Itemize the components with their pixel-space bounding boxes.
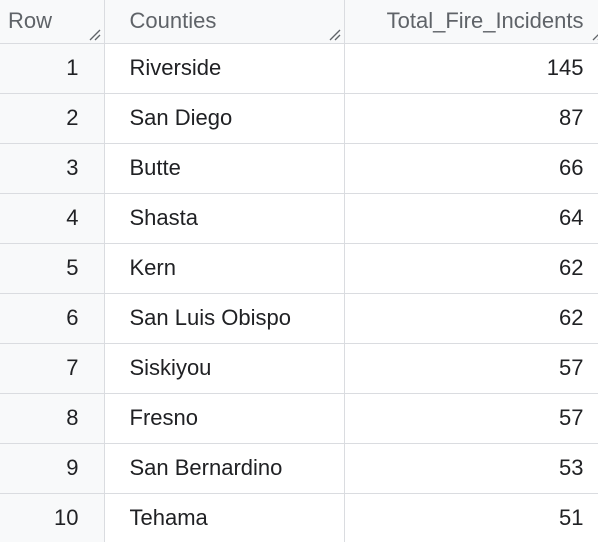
total-cell[interactable]: 145 <box>343 42 598 94</box>
table-row: 6 San Luis Obispo 62 <box>0 292 598 344</box>
column-header-counties-label: Counties <box>129 8 217 34</box>
row-number: 5 <box>0 242 105 294</box>
county-cell[interactable]: Kern <box>103 242 345 294</box>
column-resize-handle-icon[interactable] <box>590 27 598 41</box>
total-cell[interactable]: 87 <box>343 92 598 144</box>
total-cell[interactable]: 64 <box>343 192 598 244</box>
row-number: 4 <box>0 192 105 244</box>
header-row: Row Counties Total_Fire_Incidents <box>0 0 598 44</box>
row-number: 8 <box>0 392 105 444</box>
total-cell[interactable]: 62 <box>343 242 598 294</box>
column-header-row[interactable]: Row <box>0 0 105 44</box>
row-number: 1 <box>0 42 105 94</box>
row-number: 2 <box>0 92 105 144</box>
county-cell[interactable]: Siskiyou <box>103 342 345 394</box>
total-cell[interactable]: 66 <box>343 142 598 194</box>
county-cell[interactable]: San Diego <box>103 92 345 144</box>
county-cell[interactable]: San Bernardino <box>103 442 345 494</box>
table-row: 1 Riverside 145 <box>0 42 598 94</box>
total-cell[interactable]: 51 <box>343 492 598 542</box>
row-number: 6 <box>0 292 105 344</box>
column-header-total-label: Total_Fire_Incidents <box>386 8 584 34</box>
total-cell[interactable]: 62 <box>343 292 598 344</box>
county-cell[interactable]: Butte <box>103 142 345 194</box>
total-cell[interactable]: 53 <box>343 442 598 494</box>
table-row: 5 Kern 62 <box>0 242 598 294</box>
county-cell[interactable]: San Luis Obispo <box>103 292 345 344</box>
table-row: 10 Tehama 51 <box>0 492 598 542</box>
table-row: 2 San Diego 87 <box>0 92 598 144</box>
column-header-row-label: Row <box>8 8 53 34</box>
table-row: 9 San Bernardino 53 <box>0 442 598 494</box>
total-cell[interactable]: 57 <box>343 392 598 444</box>
county-cell[interactable]: Tehama <box>103 492 345 542</box>
table-row: 3 Butte 66 <box>0 142 598 194</box>
table-row: 4 Shasta 64 <box>0 192 598 244</box>
row-number: 9 <box>0 442 105 494</box>
column-header-total-fire-incidents[interactable]: Total_Fire_Incidents <box>343 0 598 44</box>
row-number: 10 <box>0 492 105 542</box>
row-number: 7 <box>0 342 105 394</box>
table-row: 8 Fresno 57 <box>0 392 598 444</box>
column-header-counties[interactable]: Counties <box>103 0 345 44</box>
row-number: 3 <box>0 142 105 194</box>
county-cell[interactable]: Fresno <box>103 392 345 444</box>
county-cell[interactable]: Shasta <box>103 192 345 244</box>
total-cell[interactable]: 57 <box>343 342 598 394</box>
county-cell[interactable]: Riverside <box>103 42 345 94</box>
column-resize-handle-icon[interactable] <box>87 27 101 41</box>
table-row: 7 Siskiyou 57 <box>0 342 598 394</box>
column-resize-handle-icon[interactable] <box>327 27 341 41</box>
